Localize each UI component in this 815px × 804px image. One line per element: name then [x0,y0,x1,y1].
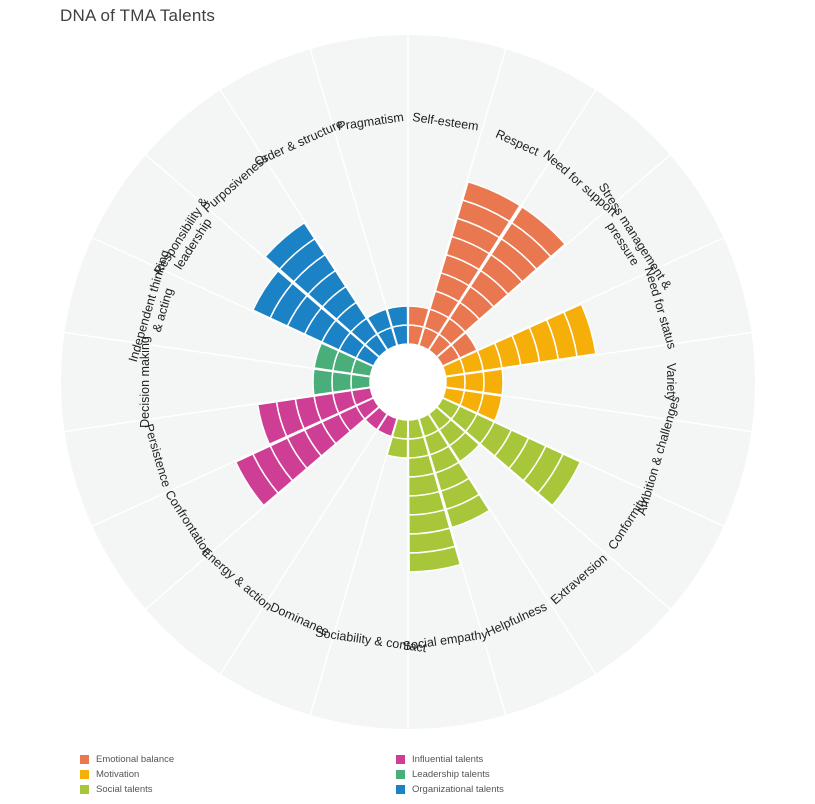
bar-decision-making [312,368,372,396]
legend-item-leadership-talents: Leadership talents [396,769,490,780]
center-hole [370,344,446,420]
bar-need-for-support [427,205,567,358]
bar-segment [445,493,491,529]
category-label: Decision making [138,336,152,428]
bar-segment [264,221,316,271]
bar-social-empathy [407,417,462,573]
bar-ambition-challenges [441,386,503,422]
bar-helpfulness [417,413,491,529]
chart-bars [234,180,597,573]
bar-pragmatism [386,305,409,347]
legend-swatch [80,770,89,779]
legend-swatch [80,755,89,764]
bar-segment [562,303,597,358]
bar-responsibility-leadership [251,269,381,367]
bar-segment [476,392,503,422]
bar-extraversion [427,406,481,463]
legend-swatch [396,755,405,764]
legend-swatch [80,785,89,794]
legend-item-organizational-talents: Organizational talents [396,784,504,795]
bar-segment [461,180,521,223]
legend-label: Leadership talents [412,769,490,780]
bar-segment [234,452,280,507]
bar-segment [448,431,481,463]
legend-label: Social talents [96,784,153,795]
bar-segment [510,205,567,258]
bar-segment [251,269,294,320]
bar-stress-management-pressure [435,331,478,367]
legend-item-motivation: Motivation [80,769,139,780]
legend-item-emotional-balance: Emotional balance [80,754,174,765]
legend-label: Influential talents [412,754,484,765]
bar-segment [408,545,462,573]
legend-item-social-talents: Social talents [80,784,153,795]
bar-variety [444,368,504,396]
bar-segment [256,400,288,446]
bar-purposiveness [264,221,389,358]
legend-label: Emotional balance [96,754,175,765]
legend-swatch [396,770,405,779]
legend: Emotional balance Motivation Social tale… [0,748,815,804]
legend-item-influential-talents: Influential talents [396,754,483,765]
legend-swatch [396,785,405,794]
bar-segment [312,368,334,396]
legend-label: Organizational talents [412,784,504,795]
bar-segment [463,370,485,394]
bar-confrontation [234,397,381,507]
bar-segment [331,370,353,394]
sector-divider [219,381,409,675]
category-label: Variety [664,363,678,402]
bar-conformity [435,397,582,507]
bar-segment [536,452,582,507]
bar-respect [417,180,521,351]
chart-title: DNA of TMA Talents [60,6,216,25]
bar-segment [482,368,504,396]
bar-segment [313,342,340,372]
bar-segment [386,305,409,329]
bar-need-for-status [441,303,597,378]
legend-label: Motivation [96,769,140,780]
bar-persistence [256,386,375,446]
